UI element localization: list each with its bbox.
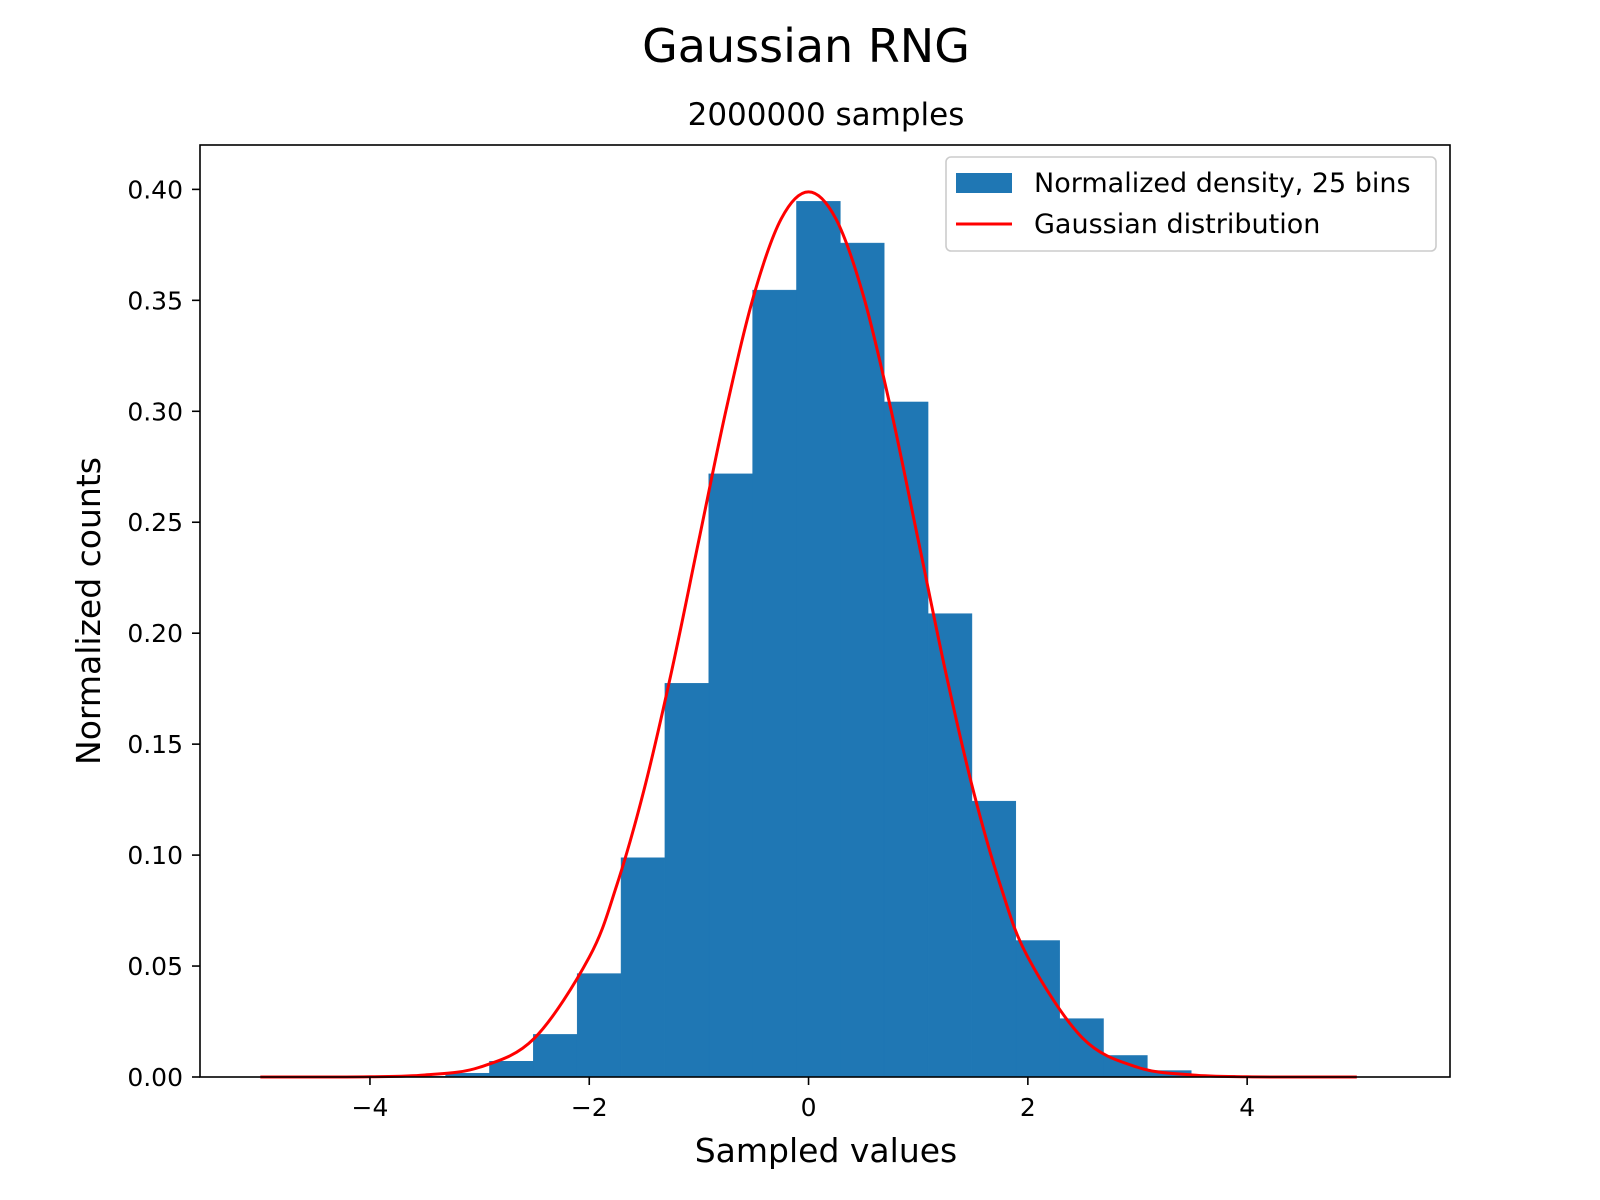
y-tick-label: 0.40 [127, 175, 183, 204]
y-tick-label: 0.35 [127, 286, 183, 315]
y-tick-label: 0.15 [127, 730, 183, 759]
y-axis: 0.00 0.05 0.10 0.15 0.20 0.25 0.30 0.35 0.40 [127, 175, 200, 1092]
gaussian-curve [260, 190, 1357, 1079]
y-tick-label: 0.00 [127, 1063, 183, 1092]
histogram-bar [971, 800, 1017, 1078]
histogram-bar [489, 1060, 534, 1078]
histogram-bar [883, 401, 929, 1078]
histogram-bar [708, 473, 753, 1078]
x-axis-label: Sampled values [695, 1131, 958, 1170]
legend-label-gaussian: Gaussian distribution [1034, 209, 1320, 240]
histogram-bar [840, 242, 885, 1078]
x-axis: −4 −2 0 2 4 [352, 1077, 1255, 1122]
y-tick-label: 0.10 [127, 841, 183, 870]
histogram-bar [752, 289, 797, 1078]
gaussian-curve-line [260, 190, 1357, 1079]
plot-frame [199, 144, 1451, 1078]
chart-title: Gaussian RNG [642, 19, 970, 73]
x-tick-label: −4 [352, 1093, 389, 1122]
histogram-bars [401, 201, 1280, 1078]
legend: Normalized density, 25 bins Gaussian dis… [945, 156, 1437, 252]
histogram-bar [620, 857, 666, 1078]
x-tick-label: −2 [571, 1093, 608, 1122]
histogram-bar [533, 1034, 578, 1078]
histogram-bar [1015, 940, 1060, 1078]
y-axis-label: Normalized counts [69, 457, 108, 765]
x-tick-label: 2 [1020, 1093, 1036, 1122]
y-tick-label: 0.30 [127, 397, 183, 426]
legend-label-histogram: Normalized density, 25 bins [1034, 168, 1411, 199]
legend-swatch-histogram [956, 173, 1012, 193]
x-tick-label: 4 [1239, 1093, 1255, 1122]
x-tick-label: 0 [801, 1093, 817, 1122]
histogram-bar [927, 613, 973, 1078]
histogram-bar [1059, 1018, 1104, 1078]
y-tick-label: 0.05 [127, 952, 183, 981]
y-tick-label: 0.25 [127, 508, 183, 537]
legend-box [945, 156, 1437, 252]
histogram-bar [664, 683, 710, 1078]
chart-subtitle: 2000000 samples [688, 97, 965, 133]
y-tick-label: 0.20 [127, 619, 183, 648]
histogram-bar [796, 201, 841, 1078]
histogram-bar [576, 973, 622, 1078]
